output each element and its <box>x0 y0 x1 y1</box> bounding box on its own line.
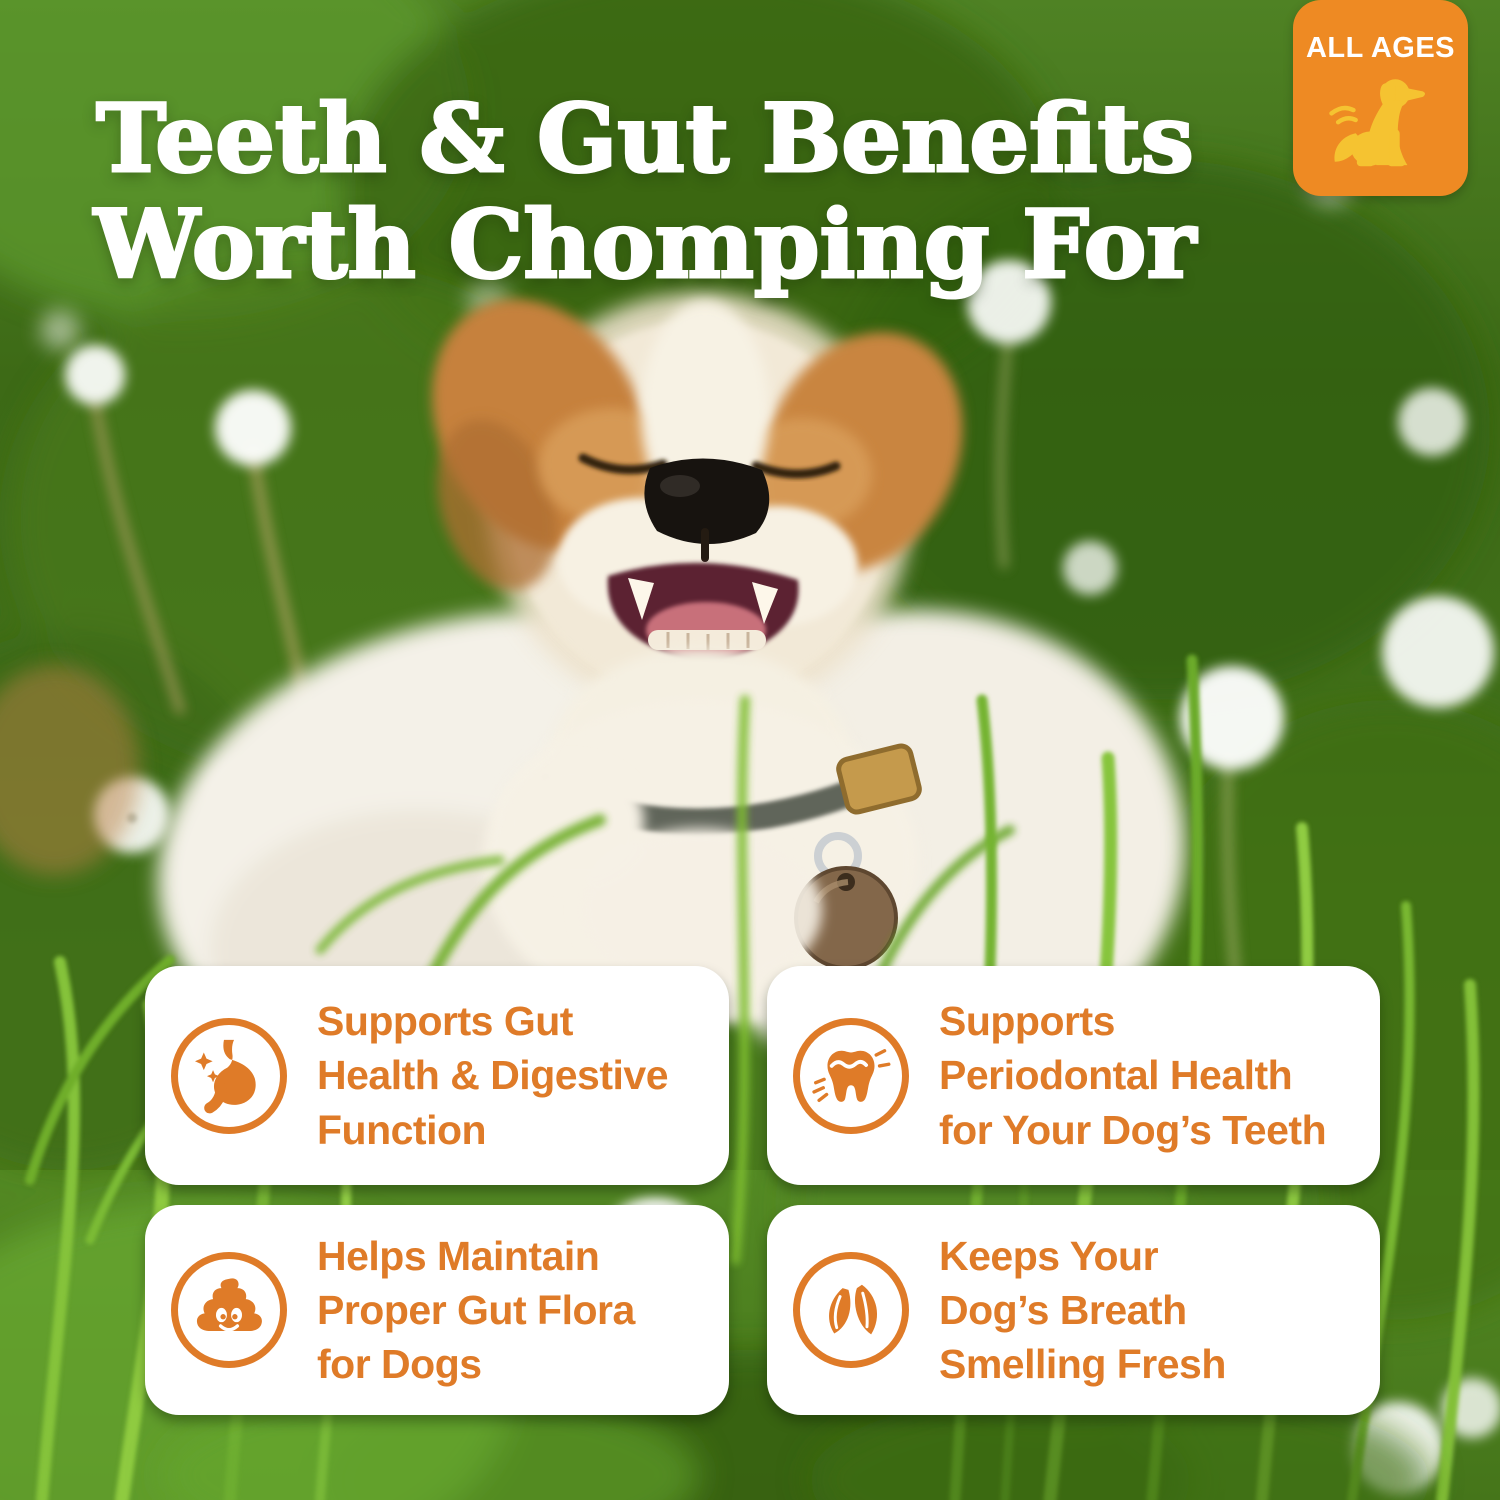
stomach-sparkle-icon <box>171 1017 287 1134</box>
benefit-text: Helps Maintain Proper Gut Flora for Dogs <box>317 1232 635 1388</box>
fresh-leaves-icon <box>793 1252 909 1368</box>
dog <box>0 293 1185 1090</box>
smiling-poop-icon <box>171 1252 287 1368</box>
headline: Teeth & Gut Benefits Worth Chomping For <box>0 84 1290 301</box>
benefit-text: Supports Gut Health & Digestive Function <box>317 998 669 1153</box>
benefit-text: Supports Periodontal Health for Your Dog… <box>939 998 1327 1153</box>
headline-line-1: Teeth & Gut Benefits <box>95 84 1196 194</box>
benefit-card-gut-flora: Helps Maintain Proper Gut Flora for Dogs <box>145 1205 729 1415</box>
benefit-card-gut-health: Supports Gut Health & Digestive Function <box>145 966 729 1185</box>
wagging-dog-icon <box>1328 79 1425 167</box>
dog-nose <box>644 458 770 562</box>
all-ages-label: ALL AGES <box>1305 32 1455 64</box>
dog-mouth <box>607 562 799 664</box>
headline-line-2: Worth Chomping For <box>93 190 1198 301</box>
benefit-text: Keeps Your Dog’s Breath Smelling Fresh <box>939 1232 1226 1388</box>
all-ages-badge: ALL AGES <box>1293 0 1468 196</box>
tail-wag-lines <box>1328 105 1358 125</box>
benefit-card-periodontal: Supports Periodontal Health for Your Dog… <box>767 966 1380 1185</box>
shining-tooth-icon <box>793 1017 909 1134</box>
benefit-card-fresh-breath: Keeps Your Dog’s Breath Smelling Fresh <box>767 1205 1380 1415</box>
